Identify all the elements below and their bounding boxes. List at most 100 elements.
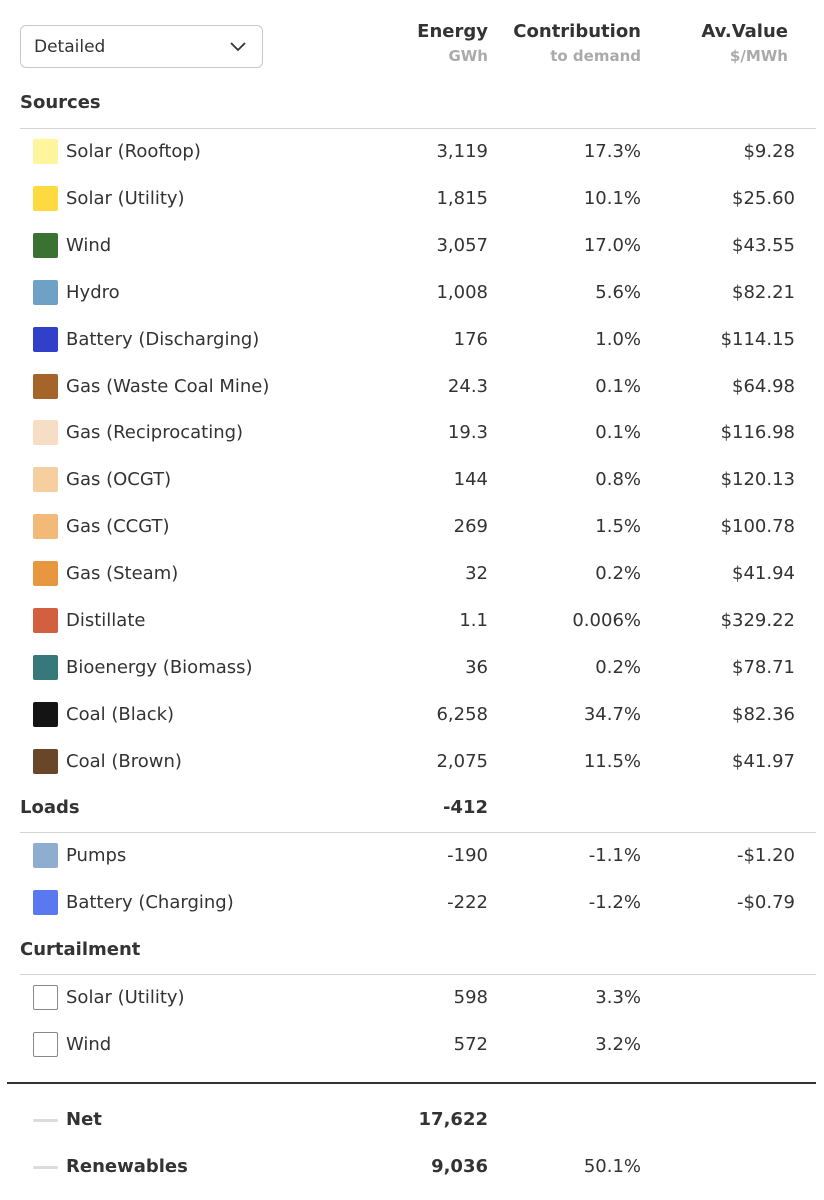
color-swatch xyxy=(33,701,58,727)
source-row[interactable]: Gas (Reciprocating) 19.3 0.1% $116.98 xyxy=(0,416,824,450)
contribution-cell: 50.1% xyxy=(583,1156,641,1177)
energy-cell: 32 xyxy=(465,563,488,585)
color-swatch xyxy=(33,279,58,305)
energy-cell: 598 xyxy=(453,987,488,1008)
contribution-cell: 0.2% xyxy=(595,656,641,678)
summary-dash-marker xyxy=(33,1119,58,1122)
load-row[interactable]: Pumps -190 -1.1% -$1.20 xyxy=(0,839,824,873)
contribution-cell: 0.006% xyxy=(572,610,641,631)
av-value-cell: $120.13 xyxy=(720,469,795,491)
row-label: Wind xyxy=(66,1034,112,1055)
summary-row[interactable]: Net 17,622 xyxy=(0,1103,824,1137)
av-value-cell: $82.36 xyxy=(732,703,795,725)
contribution-header-title: Contribution xyxy=(513,21,641,42)
contribution-cell: -1.2% xyxy=(588,892,641,913)
source-row[interactable]: Gas (CCGT) 269 1.5% $100.78 xyxy=(0,510,824,544)
row-label: Gas (OCGT) xyxy=(66,469,172,491)
energy-cell: 3,057 xyxy=(436,234,488,256)
color-swatch xyxy=(33,139,58,164)
energy-cell: 17,622 xyxy=(418,1109,488,1130)
source-row[interactable]: Hydro 1,008 5.6% $82.21 xyxy=(0,276,824,310)
contribution-header-unit: to demand xyxy=(550,47,641,65)
av-value-cell: $78.71 xyxy=(732,656,795,678)
energy-header-title: Energy xyxy=(417,21,488,42)
source-row[interactable]: Wind 3,057 17.0% $43.55 xyxy=(0,229,824,263)
summary-divider xyxy=(7,1082,816,1084)
av-value-cell: -$1.20 xyxy=(736,845,795,866)
color-swatch xyxy=(33,561,58,587)
curtailment-row[interactable]: Solar (Utility) 598 3.3% xyxy=(0,981,824,1015)
curtailment-section-title: Curtailment xyxy=(20,939,141,960)
source-row[interactable]: Gas (OCGT) 144 0.8% $120.13 xyxy=(0,463,824,497)
energy-cell: -222 xyxy=(447,892,488,913)
value-header-unit: $/MWh xyxy=(729,47,788,65)
source-row[interactable]: Distillate 1.1 0.006% $329.22 xyxy=(0,604,824,638)
contribution-cell: 1.0% xyxy=(595,328,641,350)
legend-checkbox[interactable] xyxy=(33,985,58,1010)
color-swatch xyxy=(33,748,58,774)
contribution-cell: 0.8% xyxy=(595,469,641,491)
source-row[interactable]: Bioenergy (Biomass) 36 0.2% $78.71 xyxy=(0,651,824,685)
summary-dash-marker xyxy=(33,1166,58,1169)
energy-cell: 2,075 xyxy=(436,750,488,772)
row-label: Gas (Reciprocating) xyxy=(66,422,244,444)
energy-cell: 36 xyxy=(465,656,488,678)
energy-cell: 9,036 xyxy=(431,1156,488,1177)
summary-row[interactable]: Renewables 9,036 50.1% xyxy=(0,1150,824,1184)
energy-cell: 1,815 xyxy=(436,187,488,209)
av-value-cell: $64.98 xyxy=(732,375,795,397)
source-row[interactable]: Coal (Black) 6,258 34.7% $82.36 xyxy=(0,698,824,732)
row-label: Solar (Rooftop) xyxy=(66,141,201,162)
row-label: Gas (Waste Coal Mine) xyxy=(66,375,270,397)
color-swatch xyxy=(33,373,58,399)
curtailment-row[interactable]: Wind 572 3.2% xyxy=(0,1028,824,1062)
contribution-cell: 1.5% xyxy=(595,516,641,538)
energy-column-header[interactable]: Energy GWh xyxy=(417,20,488,68)
source-row[interactable]: Battery (Discharging) 176 1.0% $114.15 xyxy=(0,323,824,357)
av-value-cell: $9.28 xyxy=(743,141,795,162)
av-value-cell: $41.97 xyxy=(732,750,795,772)
source-row[interactable]: Solar (Utility) 1,815 10.1% $25.60 xyxy=(0,182,824,216)
contribution-cell: 0.2% xyxy=(595,563,641,585)
view-mode-value: Detailed xyxy=(34,36,106,57)
row-label: Battery (Charging) xyxy=(66,892,234,913)
energy-cell: 144 xyxy=(453,469,488,491)
av-value-cell: $43.55 xyxy=(732,234,795,256)
row-label: Net xyxy=(66,1109,102,1130)
contribution-cell: 17.0% xyxy=(583,234,641,256)
energy-cell: 572 xyxy=(453,1034,488,1055)
source-row[interactable]: Gas (Waste Coal Mine) 24.3 0.1% $64.98 xyxy=(0,370,824,404)
av-value-cell: $82.21 xyxy=(732,281,795,303)
row-label: Coal (Brown) xyxy=(66,750,182,772)
energy-cell: 3,119 xyxy=(436,141,488,162)
color-swatch xyxy=(33,514,58,540)
contribution-cell: 10.1% xyxy=(583,187,641,209)
energy-cell: 19.3 xyxy=(447,422,488,444)
energy-cell: 6,258 xyxy=(436,703,488,725)
row-label: Bioenergy (Biomass) xyxy=(66,656,253,678)
loads-section-title: Loads xyxy=(20,797,80,818)
color-swatch xyxy=(33,467,58,493)
contribution-cell: 5.6% xyxy=(595,281,641,303)
av-value-cell: -$0.79 xyxy=(736,892,795,913)
view-mode-select[interactable]: Detailed xyxy=(20,25,263,68)
value-header-title: Av.Value xyxy=(701,21,788,42)
color-swatch xyxy=(33,890,58,915)
row-label: Coal (Black) xyxy=(66,703,175,725)
load-row[interactable]: Battery (Charging) -222 -1.2% -$0.79 xyxy=(0,886,824,920)
value-column-header[interactable]: Av.Value $/MWh xyxy=(701,20,788,68)
row-label: Gas (CCGT) xyxy=(66,516,170,538)
source-row[interactable]: Coal (Brown) 2,075 11.5% $41.97 xyxy=(0,745,824,779)
source-row[interactable]: Solar (Rooftop) 3,119 17.3% $9.28 xyxy=(0,135,824,169)
row-label: Gas (Steam) xyxy=(66,563,179,585)
legend-checkbox[interactable] xyxy=(33,1032,58,1057)
color-swatch xyxy=(33,608,58,633)
source-row[interactable]: Gas (Steam) 32 0.2% $41.94 xyxy=(0,557,824,591)
av-value-cell: $114.15 xyxy=(720,328,795,350)
energy-cell: 269 xyxy=(453,516,488,538)
sources-divider xyxy=(20,128,816,129)
contribution-cell: 3.2% xyxy=(595,1034,641,1055)
contribution-cell: 3.3% xyxy=(595,987,641,1008)
color-swatch xyxy=(33,843,58,868)
contribution-column-header[interactable]: Contribution to demand xyxy=(513,20,641,68)
